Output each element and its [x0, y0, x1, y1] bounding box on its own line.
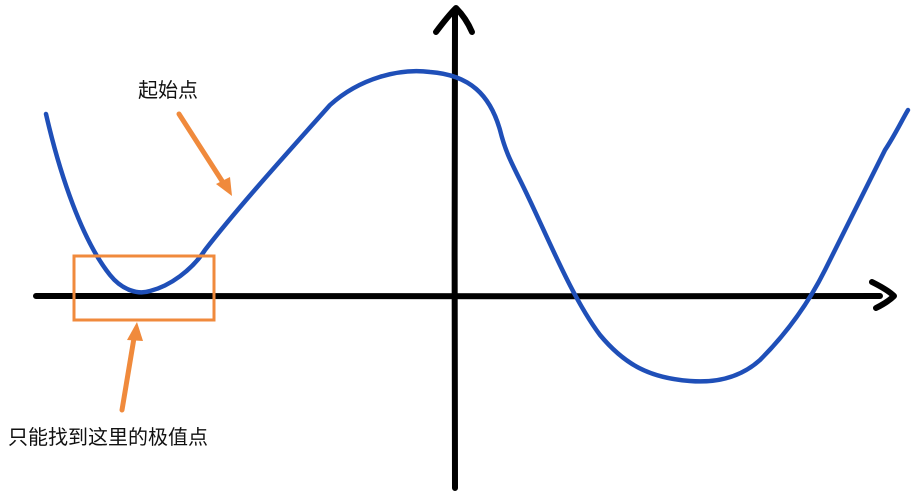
start-point-arrow-shaft — [176, 111, 227, 187]
note-arrow-head — [127, 322, 143, 341]
local-extremum-note-label: 只能找到这里的极值点 — [8, 425, 208, 449]
function-curve — [43, 68, 911, 384]
note-arrow-shaft — [119, 335, 137, 413]
y-axis-arrowhead — [433, 5, 475, 35]
start-point-arrow-head — [216, 177, 232, 196]
local-minimum-highlight-box — [72, 254, 216, 322]
x-axis-arrowhead — [869, 279, 897, 311]
start-point-label: 起始点 — [138, 78, 198, 102]
